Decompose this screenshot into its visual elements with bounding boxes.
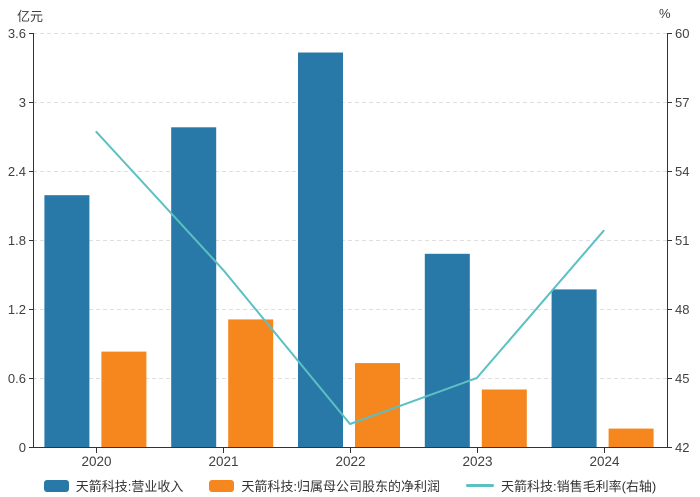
y-axis-tick-label: 1.2 [8,302,26,317]
y-axis-tick-label: 1.8 [8,233,26,248]
y-axis-tick-label: 3.6 [8,26,26,41]
x-axis-tick-label: 2020 [81,454,111,469]
bar-revenue[interactable] [298,52,343,448]
legend-item-revenue[interactable]: 天箭科技:营业收入 [43,476,184,495]
net-profit-swatch [209,479,235,492]
revenue-swatch [43,479,69,492]
y-axis-tick-label-right: 57 [675,95,689,110]
x-axis-tick-label: 2024 [589,454,620,469]
right-axis-title: % [659,6,671,21]
gross-margin-line[interactable] [95,130,605,425]
bar-net-profit[interactable] [608,428,654,447]
left-axis-title: 亿元 [17,9,44,24]
x-axis-tick-label: 2022 [335,454,365,469]
y-axis-tick-label-right: 45 [675,371,689,386]
y-axis-tick-label-right: 51 [675,233,689,248]
bar-net-profit[interactable] [101,351,147,447]
bar-revenue[interactable] [171,127,217,448]
legend-item-net-profit[interactable]: 天箭科技:归属母公司股东的净利润 [209,476,440,495]
plot-area: 0 0.6 1.2 1.8 2.4 3 3.6 42 45 48 51 54 57 60 2020 2021 2… [8,26,690,469]
y-axis-tick-label: 2.4 [8,164,26,179]
gross-margin-line-swatch [465,484,494,487]
x-axis-tick-label: 2021 [208,454,238,469]
legend: 天箭科技:营业收入 天箭科技:归属母公司股东的净利润 天箭科技:销售毛利率(右轴… [0,476,700,495]
legend-label-net-profit: 天箭科技:归属母公司股东的净利润 [241,479,440,494]
bar-net-profit[interactable] [228,319,274,447]
y-axis-tick-label-right: 48 [675,302,689,317]
y-axis-tick-label-right: 60 [675,26,689,41]
x-axis-tick-label: 2023 [462,454,492,469]
bar-revenue[interactable] [551,289,597,447]
legend-label-revenue: 天箭科技:营业收入 [75,479,184,494]
bar-net-profit[interactable] [481,389,527,448]
bar-revenue[interactable] [424,253,470,447]
legend-item-gross-margin[interactable]: 天箭科技:销售毛利率(右轴) [465,476,657,495]
y-axis-tick-label: 3 [19,95,26,110]
y-axis-tick-label-right: 54 [675,164,689,179]
y-axis-tick-label-right: 42 [675,440,689,455]
bar-revenue[interactable] [44,195,90,447]
bar-net-profit[interactable] [355,363,400,447]
legend-label-gross-margin: 天箭科技:销售毛利率(右轴) [500,479,657,494]
y-axis-tick-label: 0.6 [8,371,26,386]
y-axis-tick-label: 0 [19,440,26,455]
